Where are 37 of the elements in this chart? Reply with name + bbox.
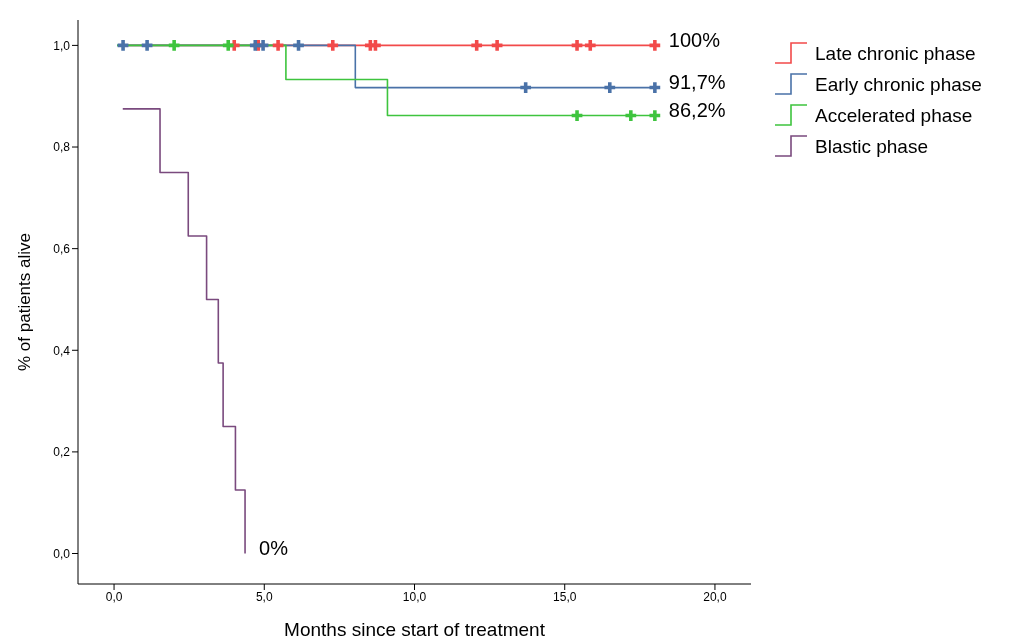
point [571, 110, 583, 121]
y-tick-label: 0,4 [53, 343, 71, 358]
y-tick-label: 0,0 [53, 546, 71, 561]
x-tick-label: 5,0 [255, 589, 273, 604]
annotation: 86,2% [668, 98, 726, 121]
legend-label: Late chronic phase [815, 42, 976, 65]
annotation: 91,7% [668, 70, 726, 93]
point [141, 40, 153, 51]
x-axis-title: Months since start of treatment [284, 619, 546, 640]
point [222, 40, 234, 51]
x-tick-label: 15,0 [553, 589, 577, 604]
legend-label: Accelerated phase [815, 104, 973, 127]
point [649, 40, 661, 51]
point [257, 40, 269, 51]
y-tick-label: 1,0 [53, 38, 71, 53]
point [649, 110, 661, 121]
legend-label: Blastic phase [815, 135, 929, 158]
annotation: 100% [668, 28, 721, 51]
y-tick-label: 0,2 [53, 445, 71, 460]
x-tick-label: 20,0 [703, 589, 727, 604]
point [571, 40, 583, 51]
point [168, 40, 180, 51]
annotation: 0% [259, 536, 289, 559]
point [625, 110, 637, 121]
point [649, 82, 661, 93]
point [272, 40, 284, 51]
y-tick-label: 0,6 [53, 241, 71, 256]
point [491, 40, 503, 51]
point [604, 82, 616, 93]
y-axis-title: % of patients alive [15, 233, 35, 371]
point [584, 40, 596, 51]
point [117, 40, 129, 51]
point [327, 40, 339, 51]
x-tick-label: 10,0 [402, 589, 427, 604]
legend-label: Early chronic phase [815, 73, 982, 96]
y-tick-label: 0,8 [53, 140, 71, 155]
x-tick-label: 0,0 [105, 589, 123, 604]
